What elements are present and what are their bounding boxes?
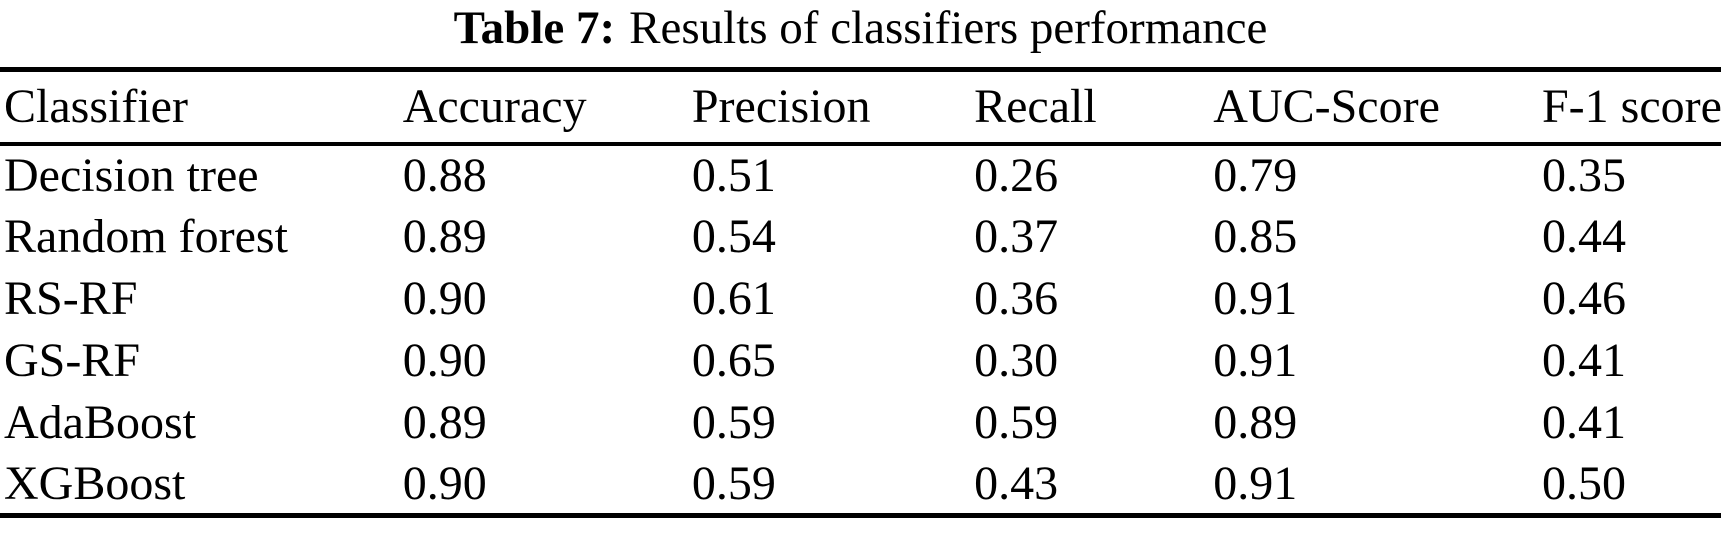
classifier-name: RS-RF [4, 272, 138, 325]
table-cell: 0.30 [974, 334, 1059, 387]
table-cell: 0.41 [1541, 334, 1626, 387]
table-caption-label: Table 7: [453, 2, 616, 54]
table-cell: 0.90 [402, 272, 487, 325]
classifier-name: AdaBoost [4, 396, 196, 449]
table-caption-text: Results of classifiers performance [629, 2, 1268, 54]
table-cell: 0.85 [1213, 210, 1298, 263]
header-row: Classifier Accuracy Precision Recall AUC… [0, 70, 1721, 144]
table-cell: 0.89 [1213, 396, 1298, 449]
table-cell: 0.59 [691, 456, 776, 510]
table-cell: 0.65 [691, 334, 776, 387]
table-cell: 0.37 [974, 210, 1059, 263]
table-cell: 0.79 [1213, 149, 1298, 202]
table-row: RS-RF 0.90 0.61 0.36 0.91 0.46 [0, 268, 1721, 330]
column-header-classifier: Classifier [4, 80, 188, 134]
table-row: XGBoost 0.90 0.59 0.43 0.91 0.50 [0, 454, 1721, 516]
table-row: AdaBoost 0.89 0.59 0.59 0.89 0.41 [0, 392, 1721, 454]
table-cell: 0.90 [402, 334, 487, 387]
classifier-name: XGBoost [4, 456, 186, 510]
table-header: Classifier Accuracy Precision Recall AUC… [0, 70, 1721, 144]
column-header-recall: Recall [974, 80, 1097, 134]
table-cell: 0.35 [1541, 149, 1626, 202]
table-cell: 0.50 [1541, 456, 1626, 510]
classifier-name: Random forest [4, 210, 288, 263]
table-cell: 0.89 [402, 210, 487, 263]
table-body: Decision tree 0.88 0.51 0.26 0.79 0.35 R… [0, 144, 1721, 516]
table-cell: 0.88 [402, 149, 487, 202]
table-cell: 0.59 [974, 396, 1059, 449]
table-cell: 0.89 [402, 396, 487, 449]
table-cell: 0.44 [1541, 210, 1626, 263]
table-cell: 0.54 [691, 210, 776, 263]
column-header-f1-score: F-1 score [1541, 80, 1721, 134]
table-row: Decision tree 0.88 0.51 0.26 0.79 0.35 [0, 144, 1721, 206]
table-cell: 0.59 [691, 396, 776, 449]
table-row: Random forest 0.89 0.54 0.37 0.85 0.44 [0, 206, 1721, 268]
table-cell: 0.90 [402, 456, 487, 510]
classifier-name: Decision tree [4, 149, 259, 202]
results-table: Classifier Accuracy Precision Recall AUC… [0, 67, 1721, 518]
table-cell: 0.51 [691, 149, 776, 202]
column-header-auc-score: AUC-Score [1213, 80, 1440, 134]
table-row: GS-RF 0.90 0.65 0.30 0.91 0.41 [0, 330, 1721, 392]
classifier-name: GS-RF [4, 334, 141, 387]
table-caption: Table 7: Results of classifiers performan… [0, 0, 1721, 56]
table-cell: 0.91 [1213, 456, 1298, 510]
table-cell: 0.46 [1541, 272, 1626, 325]
table-cell: 0.91 [1213, 272, 1298, 325]
column-header-accuracy: Accuracy [402, 80, 587, 134]
table-cell: 0.36 [974, 272, 1059, 325]
table-cell: 0.43 [974, 456, 1059, 510]
column-header-precision: Precision [691, 80, 871, 134]
table-cell: 0.26 [974, 149, 1059, 202]
table-cell: 0.91 [1213, 334, 1298, 387]
table-cell: 0.41 [1541, 396, 1626, 449]
table-cell: 0.61 [691, 272, 776, 325]
